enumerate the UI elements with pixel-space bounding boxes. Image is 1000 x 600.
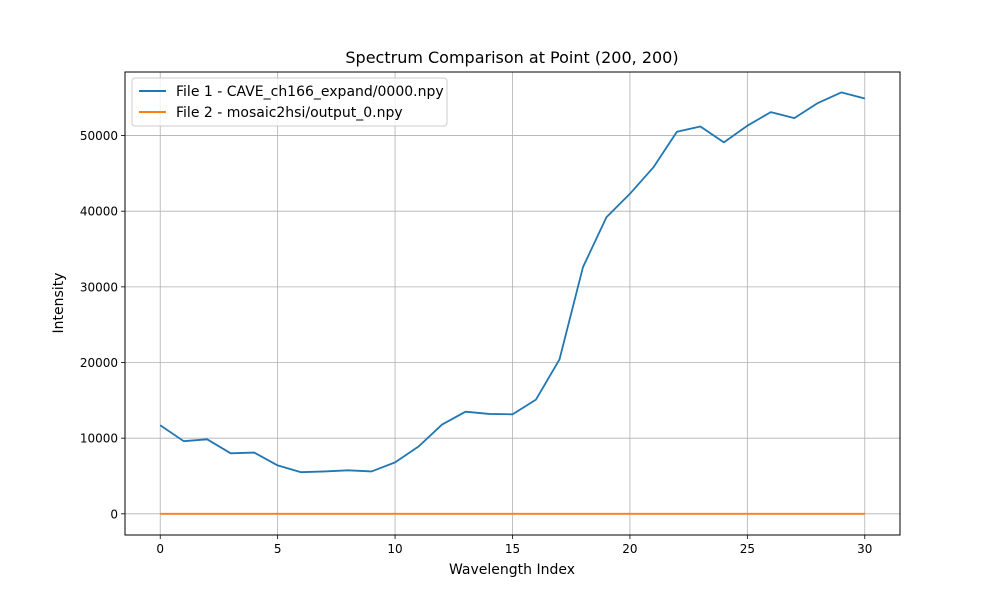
legend-label-file-1: File 1 - CAVE_ch166_expand/0000.npy (176, 84, 444, 100)
x-tick-label: 10 (387, 542, 402, 556)
y-tick-label: 0 (110, 507, 118, 521)
series-line-file-1 (159, 91, 865, 474)
plot-lines (159, 91, 865, 515)
legend-label-file-2: File 2 - mosaic2hsi/output_0.npy (176, 105, 403, 121)
y-axis-label: Intensity (51, 273, 67, 334)
y-tick-label: 50000 (80, 129, 118, 143)
x-tick-label: 20 (622, 542, 637, 556)
x-tick-label: 0 (156, 542, 164, 556)
legend: File 1 - CAVE_ch166_expand/0000.npy File… (131, 77, 448, 127)
y-tick-label: 10000 (80, 432, 118, 446)
x-tick-label: 25 (740, 542, 755, 556)
chart-title: Spectrum Comparison at Point (200, 200) (345, 48, 678, 67)
x-axis-label: Wavelength Index (449, 562, 575, 578)
y-tick-label: 20000 (80, 356, 118, 370)
legend-frame (131, 77, 448, 127)
axis-ticks: 0 5 10 15 20 25 30 0 10000 20000 30000 40000 50000 (80, 129, 873, 556)
y-tick-label: 30000 (80, 280, 118, 294)
x-tick-label: 15 (505, 542, 520, 556)
x-tick-label: 5 (274, 542, 282, 556)
y-tick-label: 40000 (80, 205, 118, 219)
x-tick-label: 30 (857, 542, 872, 556)
